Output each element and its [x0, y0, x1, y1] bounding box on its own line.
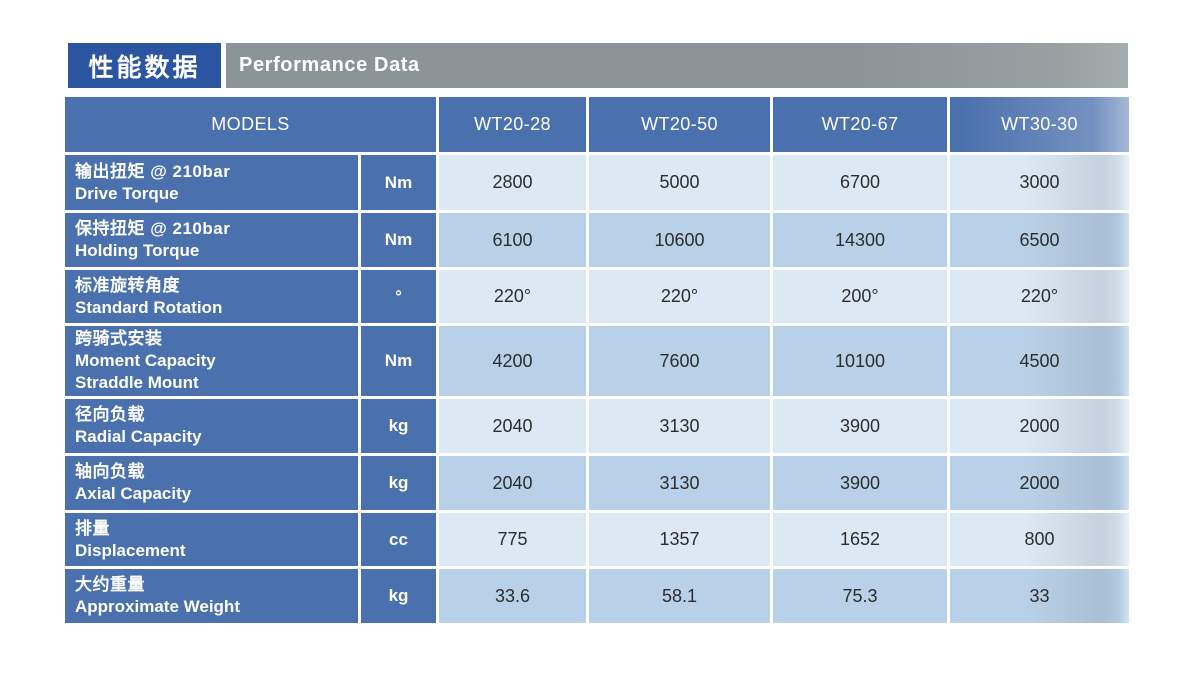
value-cell: 6700 — [773, 155, 947, 210]
value-cell: 14300 — [773, 213, 947, 267]
unit-cell: cc — [361, 513, 436, 566]
row-label-en: Radial Capacity — [75, 427, 202, 446]
row-label-standard-rotation: 标准旋转角度 Standard Rotation — [65, 270, 358, 323]
row-label-drive-torque: 输出扭矩 @ 210bar Drive Torque — [65, 155, 358, 210]
value-cell: 6100 — [439, 213, 586, 267]
value-cell: 5000 — [589, 155, 770, 210]
value-cell: 75.3 — [773, 569, 947, 623]
value-cell: 800 — [950, 513, 1129, 566]
row-label-moment-capacity: 跨骑式安装 Moment Capacity Straddle Mount — [65, 326, 358, 396]
value-cell: 1357 — [589, 513, 770, 566]
unit-cell: kg — [361, 399, 436, 453]
value-cell: 3900 — [773, 399, 947, 453]
value-cell: 2000 — [950, 456, 1129, 510]
unit-cell: ° — [361, 270, 436, 323]
row-label-approximate-weight: 大约重量 Approximate Weight — [65, 569, 358, 623]
unit-cell: kg — [361, 569, 436, 623]
unit-cell: Nm — [361, 213, 436, 267]
value-cell: 2040 — [439, 456, 586, 510]
value-cell: 4200 — [439, 326, 586, 396]
unit-cell: Nm — [361, 155, 436, 210]
column-header-wt20-28: WT20-28 — [439, 97, 586, 152]
value-cell: 33.6 — [439, 569, 586, 623]
row-label-axial-capacity: 轴向负载 Axial Capacity — [65, 456, 358, 510]
value-cell: 2040 — [439, 399, 586, 453]
value-cell: 220° — [439, 270, 586, 323]
value-cell: 220° — [950, 270, 1129, 323]
row-label-displacement: 排量 Displacement — [65, 513, 358, 566]
value-cell: 200° — [773, 270, 947, 323]
row-label-zh: 排量 — [75, 518, 110, 538]
column-header-wt30-30: WT30-30 — [950, 97, 1129, 152]
row-label-en: Moment Capacity — [75, 351, 216, 370]
value-cell: 33 — [950, 569, 1129, 623]
value-cell: 10600 — [589, 213, 770, 267]
unit-cell: kg — [361, 456, 436, 510]
value-cell: 3000 — [950, 155, 1129, 210]
row-label-zh: 径向负载 — [75, 405, 145, 424]
row-label-zh: 输出扭矩 @ 210bar — [75, 161, 231, 181]
value-cell: 58.1 — [589, 569, 770, 623]
value-cell: 2800 — [439, 155, 586, 210]
row-label-en: Displacement — [75, 540, 186, 560]
value-cell: 7600 — [589, 326, 770, 396]
row-label-holding-torque: 保持扭矩 @ 210bar Holding Torque — [65, 213, 358, 267]
section-title-en: Performance Data — [239, 54, 420, 76]
column-header-wt20-67: WT20-67 — [773, 97, 947, 152]
unit-cell: Nm — [361, 326, 436, 396]
value-cell: 6500 — [950, 213, 1129, 267]
models-header: MODELS — [65, 97, 436, 152]
row-label-zh: 保持扭矩 @ 210bar — [75, 219, 231, 238]
performance-table: MODELS WT20-28 WT20-50 WT20-67 WT30-30 输… — [65, 97, 1129, 623]
value-cell: 1652 — [773, 513, 947, 566]
value-cell: 220° — [589, 270, 770, 323]
section-title-bar: Performance Data — [226, 43, 1128, 88]
row-label-zh: 跨骑式安装 — [75, 329, 163, 348]
row-label-en: Drive Torque — [75, 183, 179, 203]
value-cell: 10100 — [773, 326, 947, 396]
row-label-en2: Straddle Mount — [75, 373, 199, 392]
section-title-zh: 性能数据 — [68, 43, 221, 88]
value-cell: 3900 — [773, 456, 947, 510]
row-label-radial-capacity: 径向负载 Radial Capacity — [65, 399, 358, 453]
value-cell: 3130 — [589, 399, 770, 453]
row-label-zh: 标准旋转角度 — [75, 275, 180, 295]
value-cell: 2000 — [950, 399, 1129, 453]
value-cell: 3130 — [589, 456, 770, 510]
row-label-en: Holding Torque — [75, 241, 200, 260]
row-label-en: Approximate Weight — [75, 597, 240, 616]
row-label-en: Axial Capacity — [75, 484, 192, 503]
row-label-en: Standard Rotation — [75, 297, 223, 317]
value-cell: 775 — [439, 513, 586, 566]
row-label-zh: 轴向负载 — [75, 462, 145, 481]
row-label-zh: 大约重量 — [75, 575, 145, 594]
value-cell: 4500 — [950, 326, 1129, 396]
column-header-wt20-50: WT20-50 — [589, 97, 770, 152]
